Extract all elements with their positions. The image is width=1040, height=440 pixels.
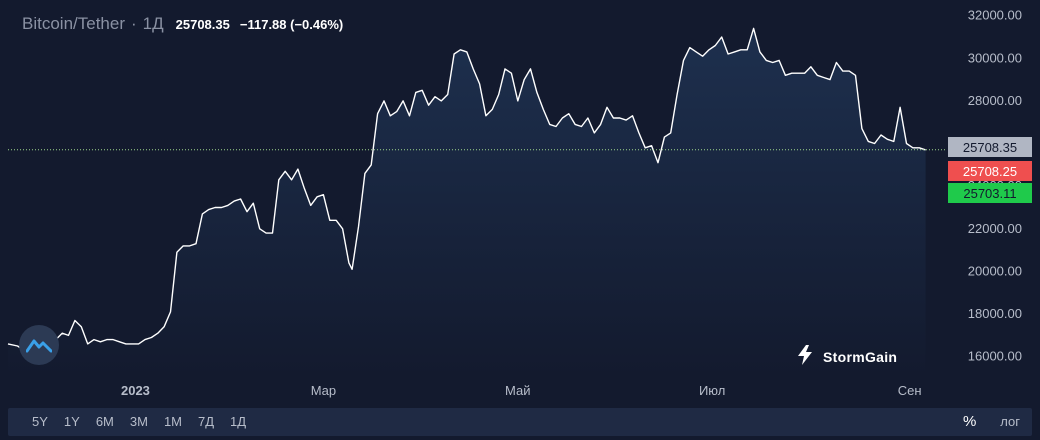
range-button-7d[interactable]: 7Д <box>198 414 215 429</box>
y-tick-label: 30000.00 <box>968 50 1022 65</box>
range-button-1y[interactable]: 1Y <box>63 414 80 429</box>
price-chart[interactable]: 16000.0018000.0020000.0022000.0024000.00… <box>0 0 1040 408</box>
price-badge-1: 25708.35 <box>948 137 1032 157</box>
y-tick-label: 16000.00 <box>968 349 1022 364</box>
x-tick-label: 2023 <box>121 383 150 398</box>
log-scale-toggle[interactable]: лог <box>1000 414 1020 429</box>
interval-label[interactable]: 1Д <box>142 14 164 33</box>
price-change: −117.88 (−0.46%) <box>239 17 344 32</box>
price-badge-label: 25708.35 <box>963 140 1017 155</box>
price-badge-label: 25708.25 <box>963 164 1017 179</box>
range-selector: 5Y 1Y 6M 3M 1M 7Д 1Д <box>24 408 254 436</box>
brand-watermark: StormGain <box>795 344 897 369</box>
y-tick-label: 20000.00 <box>968 263 1022 278</box>
x-tick-label: Сен <box>898 383 922 398</box>
price-badge-2: 25708.25 <box>948 161 1032 181</box>
range-button-3m[interactable]: 3M <box>129 414 148 429</box>
scale-toggles: % лог <box>951 408 1032 436</box>
range-button-5y[interactable]: 5Y <box>32 414 48 429</box>
range-button-1d[interactable]: 1Д <box>230 414 247 429</box>
lightning-bolt-icon <box>795 344 815 369</box>
y-tick-label: 18000.00 <box>968 306 1022 321</box>
y-tick-label: 32000.00 <box>968 8 1022 23</box>
bottom-toolbar: 5Y 1Y 6M 3M 1M 7Д 1Д % лог <box>8 408 1032 436</box>
legend-separator: · <box>131 14 137 33</box>
price-badge-label: 25703.11 <box>963 186 1016 201</box>
last-price: 25708.35 <box>175 17 230 32</box>
series-line <box>7 27 926 354</box>
mountain-icon[interactable] <box>19 325 59 365</box>
x-tick-label: Май <box>505 383 530 398</box>
y-tick-label: 22000.00 <box>968 221 1022 236</box>
price-badge-3: 25703.11 <box>948 183 1032 203</box>
range-button-6m[interactable]: 6M <box>95 414 114 429</box>
brand-name: StormGain <box>823 348 898 365</box>
symbol-name[interactable]: Bitcoin/Tether <box>22 14 125 33</box>
y-tick-label: 28000.00 <box>968 93 1022 108</box>
chart-legend: Bitcoin/Tether · 1Д 25708.35 −117.88 (−0… <box>22 14 343 34</box>
percent-scale-toggle[interactable]: % <box>962 413 977 430</box>
x-tick-label: Июл <box>699 383 725 398</box>
series-area <box>8 28 926 379</box>
chart-canvas[interactable]: 16000.0018000.0020000.0022000.0024000.00… <box>0 0 1040 408</box>
range-button-1m[interactable]: 1M <box>163 414 182 429</box>
x-tick-label: Мар <box>311 383 336 398</box>
